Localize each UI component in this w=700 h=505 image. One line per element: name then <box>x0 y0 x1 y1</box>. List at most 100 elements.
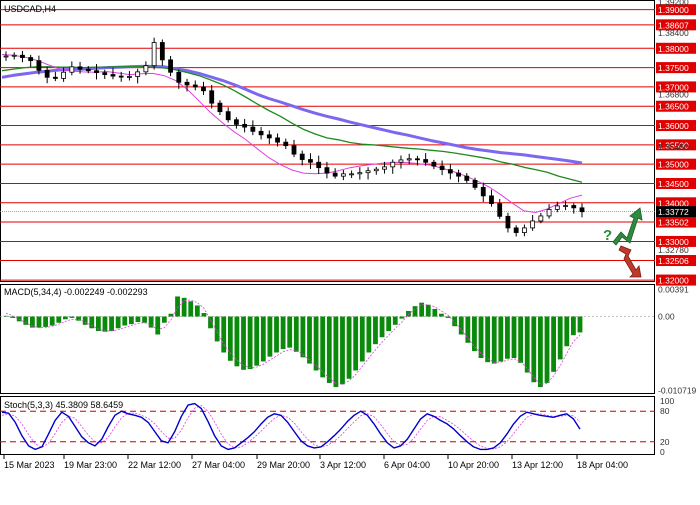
price-bar-body <box>135 71 141 77</box>
macd-histogram-bar <box>340 316 345 385</box>
macd-histogram-bar <box>227 316 233 361</box>
level-label-bg <box>656 255 696 267</box>
macd-histogram-bar <box>43 316 48 327</box>
x-tick-label: 19 Mar 23:00 <box>64 460 117 470</box>
macd-histogram-bar <box>161 316 167 323</box>
price-bar-body <box>44 69 50 78</box>
x-tick-label: 10 Apr 20:00 <box>448 460 499 470</box>
macd-histogram-bar <box>439 313 444 317</box>
level-label: 1.38000 <box>658 44 689 54</box>
level-label-bg <box>656 81 696 93</box>
level-label-bg <box>656 120 696 132</box>
level-label-bg <box>656 62 696 74</box>
macd-histogram-bar <box>260 316 266 362</box>
x-tick-label: 3 Apr 12:00 <box>320 460 366 470</box>
price-bar-body <box>497 203 503 217</box>
macd-histogram-bar <box>518 316 524 363</box>
macd-histogram-bar <box>392 316 398 325</box>
price-bar-body <box>480 186 486 197</box>
level-label-bg <box>656 158 696 170</box>
macd-tick-label: 0.00391 <box>658 284 689 294</box>
level-label-bg <box>656 42 696 54</box>
level-label: 1.32000 <box>658 276 689 286</box>
macd-histogram-bar <box>62 316 68 320</box>
level-label: 1.34500 <box>658 179 689 189</box>
macd-histogram-bar <box>10 316 15 318</box>
level-label: 1.33502 <box>658 218 689 228</box>
macd-histogram-bar <box>544 316 550 383</box>
price-bar-body <box>538 215 544 222</box>
macd-histogram-bar <box>208 316 213 329</box>
macd-histogram-bar <box>56 316 62 323</box>
macd-histogram-bar <box>326 316 332 383</box>
price-bar-body <box>168 59 173 73</box>
macd-histogram-bar <box>498 316 504 362</box>
macd-tick-label: 0.00 <box>658 312 675 322</box>
price-tick-label: 1.36800 <box>658 90 689 100</box>
price-bar-body <box>184 81 190 86</box>
macd-histogram-bar <box>76 316 81 321</box>
macd-histogram-bar <box>188 301 194 317</box>
macd-histogram-bar <box>313 316 319 371</box>
macd-histogram-bar <box>465 316 471 343</box>
level-label: 1.35500 <box>658 140 689 150</box>
price-bar-body <box>69 66 75 73</box>
price-bar-body <box>127 76 132 78</box>
price-bar-body <box>266 134 272 139</box>
macd-histogram-bar <box>359 316 365 362</box>
level-label-bg <box>656 235 696 247</box>
macd-histogram-bar <box>551 316 557 372</box>
price-bar-body <box>52 76 58 79</box>
level-label-bg <box>656 274 696 286</box>
macd-histogram-bar <box>366 316 372 353</box>
price-bar-body <box>398 159 404 163</box>
price-bar-body <box>316 161 322 169</box>
price-bar-body <box>522 227 527 233</box>
macd-histogram-bar <box>135 316 141 323</box>
price-bar-body <box>365 170 371 174</box>
price-bar-body <box>332 172 338 177</box>
price-bar-body <box>61 71 66 79</box>
ma-mid-line <box>1 66 583 183</box>
price-bar-body <box>546 208 552 217</box>
macd-histogram-bar <box>109 316 114 332</box>
price-bar-body <box>291 145 297 155</box>
price-bar-body <box>151 42 157 67</box>
stoch-tick-label: 100 <box>660 396 674 406</box>
x-tick-label: 6 Apr 04:00 <box>384 460 430 470</box>
macd-histogram-bar <box>346 316 352 379</box>
macd-histogram-bar <box>425 304 431 317</box>
price-bar-body <box>233 119 239 125</box>
price-bar-body <box>431 161 437 167</box>
macd-histogram-bar <box>571 316 576 336</box>
x-tick-label: 27 Mar 04:00 <box>192 460 245 470</box>
price-bar-body <box>456 172 461 177</box>
macd-histogram-bar <box>95 316 101 332</box>
macd-histogram-bar <box>452 316 458 327</box>
x-tick-label: 13 Apr 12:00 <box>512 460 563 470</box>
level-label-bg <box>656 19 696 31</box>
macd-histogram-bar <box>577 316 583 333</box>
price-bar-body <box>36 60 42 71</box>
price-bar-body <box>283 141 289 147</box>
price-series <box>1 37 585 237</box>
macd-histogram-bar <box>320 316 326 378</box>
price-bar-body <box>390 161 396 168</box>
stoch-panel-title: Stoch(5,3,3) 45.3809 58.6459 <box>4 400 123 410</box>
price-tick-label: 1.39200 <box>658 0 689 7</box>
current-price-label: 1.33772 <box>658 207 689 217</box>
price-bar-body <box>250 126 256 132</box>
price-bar-body <box>324 167 330 174</box>
current-price-bg <box>656 206 696 218</box>
macd-panel-title: MACD(5,34,4) -0.002249 -0.002293 <box>4 287 148 297</box>
macd-histogram-bar <box>472 316 477 352</box>
macd-signal-line <box>5 299 581 385</box>
price-bar-body <box>423 159 429 163</box>
macd-histogram-bar <box>386 316 392 332</box>
price-panel-title: USDCAD,H4 <box>4 4 56 14</box>
macd-histogram-bar <box>175 296 180 317</box>
macd-histogram-bar <box>274 316 279 353</box>
price-tick-label: 1.35450 <box>658 142 689 152</box>
macd-histogram-bar <box>399 316 405 319</box>
